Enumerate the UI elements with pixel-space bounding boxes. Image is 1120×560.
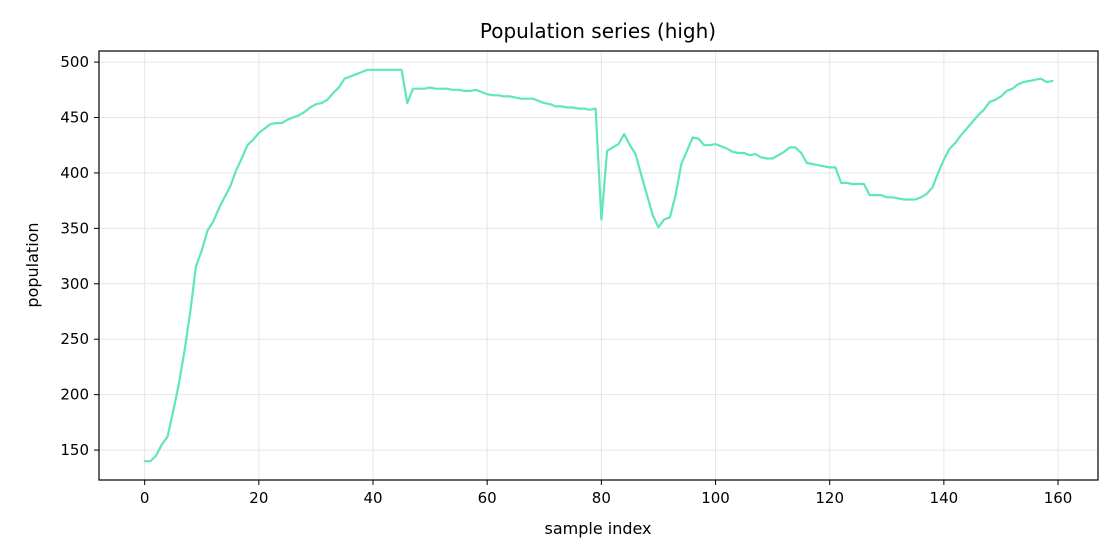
y-axis-ticks: 150 200 250 300 350 400 450 500 [60,53,99,459]
chart-title: Population series (high) [480,19,716,43]
y-tick-label: 250 [60,330,89,348]
y-tick-label: 500 [60,53,89,71]
series-line [143,68,1054,463]
y-tick-label: 450 [60,109,89,127]
x-tick-label: 40 [363,489,382,507]
x-tick-label: 60 [478,489,497,507]
plot-frame [98,50,1099,481]
x-tick-label: 160 [1044,489,1073,507]
x-tick-label: 120 [815,489,844,507]
x-axis-ticks: 0 20 40 60 80 100 120 140 160 [140,480,1072,507]
gridlines [99,51,1098,480]
x-tick-label: 0 [140,489,150,507]
y-tick-label: 200 [60,386,89,404]
x-tick-label: 140 [930,489,959,507]
x-tick-label: 80 [592,489,611,507]
y-axis-label: population [23,222,42,307]
x-tick-label: 100 [701,489,730,507]
series-layer [143,68,1054,463]
y-tick-label: 300 [60,275,89,293]
y-tick-label: 150 [60,441,89,459]
y-tick-label: 400 [60,164,89,182]
x-tick-label: 20 [249,489,268,507]
x-axis-label: sample index [544,519,651,538]
y-tick-label: 350 [60,219,89,237]
